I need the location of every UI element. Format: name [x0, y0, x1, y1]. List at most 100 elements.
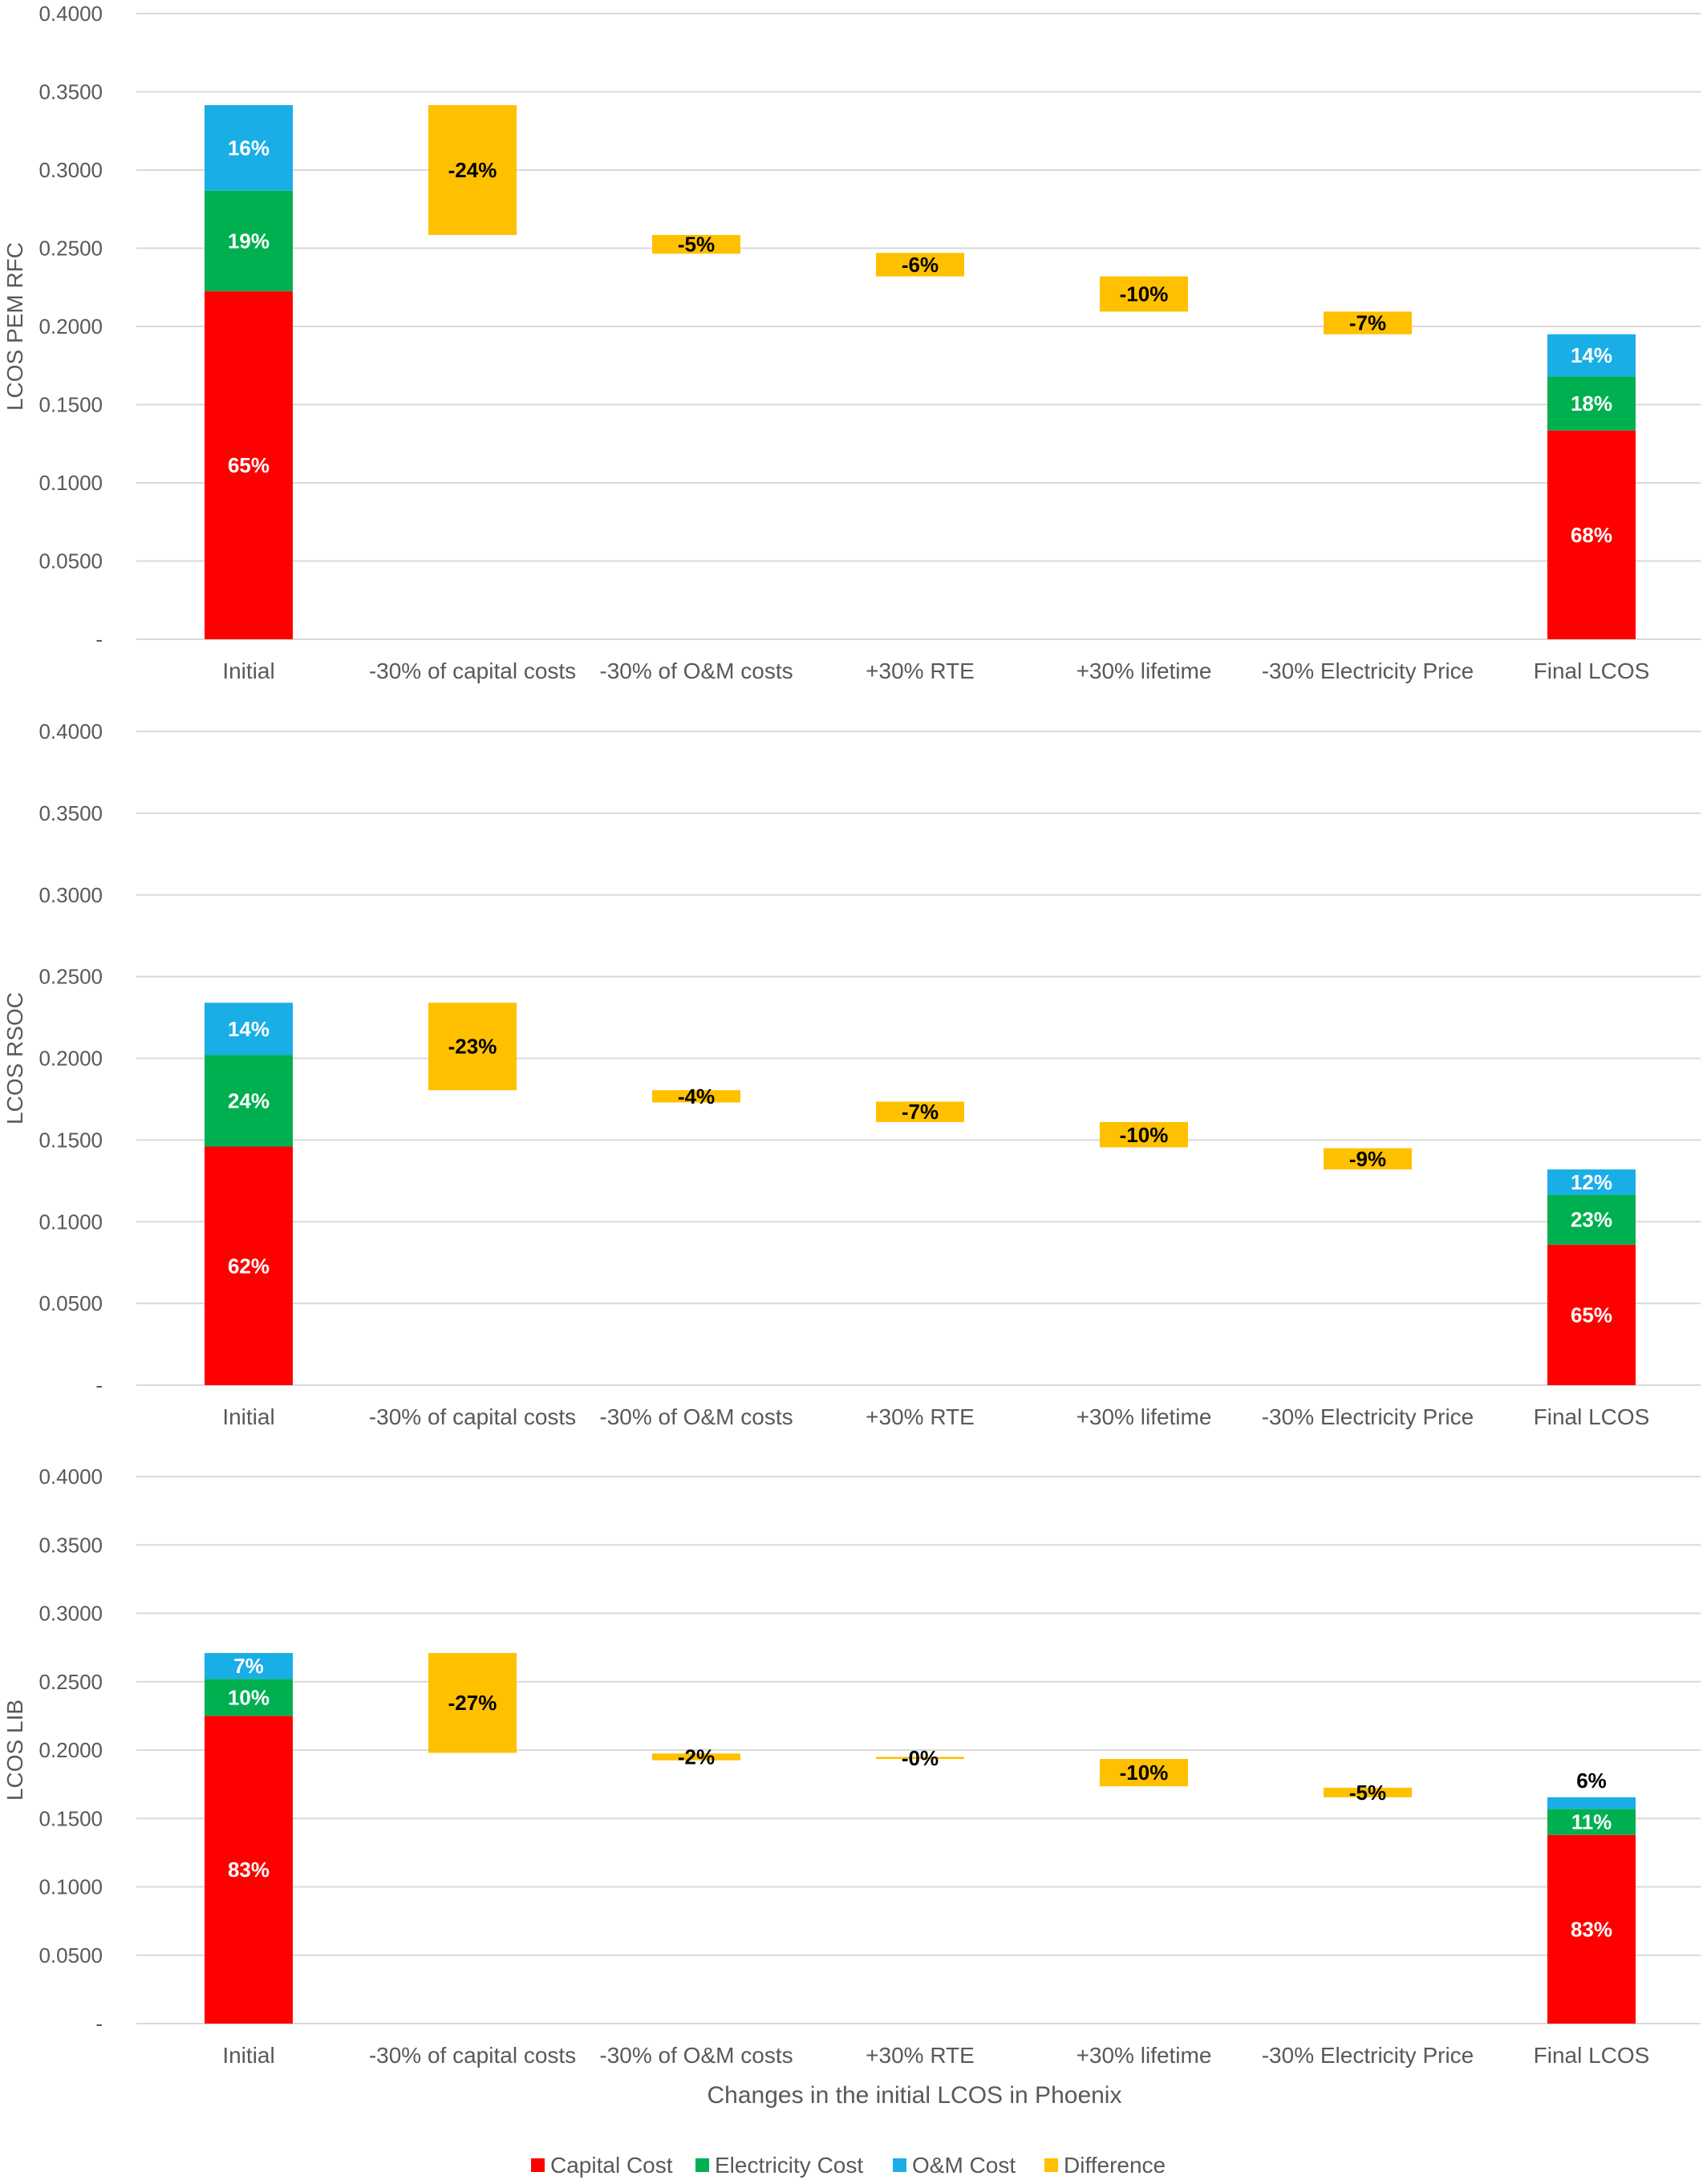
bar-segment-final-lcos-o-m-cost	[1547, 334, 1636, 377]
y-tick-label: 0.2500	[39, 237, 103, 261]
bar-segment-initial-electricity-cost	[205, 1055, 293, 1147]
data-label-final-lcos-capital-cost: 83%	[1571, 1917, 1612, 1941]
y-tick-label: 0.3500	[39, 801, 103, 825]
y-tick-label: 0.0500	[39, 1291, 103, 1315]
data-label-initial-capital-cost: 62%	[228, 1254, 270, 1278]
data-label-initial-capital-cost: 65%	[228, 453, 270, 477]
y-tick-label: 0.1500	[39, 393, 103, 417]
x-tick-label-30-of-o-m-costs: -30% of O&M costs	[599, 1404, 793, 1429]
data-label-30-of-o-m-costs-difference: -2%	[678, 1745, 715, 1769]
y-tick-label: 0.1000	[39, 471, 103, 495]
data-label-initial-o-m-cost: 14%	[228, 1017, 270, 1041]
bar-segment-final-lcos-o-m-cost	[1547, 1169, 1636, 1195]
bar-segment-30-of-capital-costs-difference	[428, 105, 517, 235]
bar-segment-30-electricity-price-difference	[1324, 311, 1412, 334]
legend-swatch	[531, 2158, 545, 2172]
legend-swatch	[893, 2158, 906, 2172]
bar-segment-final-lcos-electricity-cost	[1547, 1194, 1636, 1245]
data-label-30-electricity-price-difference: -7%	[1349, 311, 1386, 335]
y-tick-label: 0.3000	[39, 158, 103, 182]
y-tick-label: 0.2000	[39, 1738, 103, 1762]
x-tick-label-30-of-o-m-costs: -30% of O&M costs	[599, 658, 793, 683]
data-label-30-of-capital-costs-difference: -27%	[448, 1691, 497, 1715]
legend-item-difference: Difference	[1044, 2153, 1166, 2178]
data-label-30-of-o-m-costs-difference: -4%	[678, 1084, 715, 1108]
data-label-initial-o-m-cost: 16%	[228, 136, 270, 160]
y-tick-label: 0.3500	[39, 1533, 103, 1557]
bar-segment-30-rte-difference	[876, 1101, 964, 1122]
data-label-initial-o-m-cost: 7%	[233, 1654, 264, 1678]
bar-segment-30-of-o-m-costs-difference	[652, 1753, 740, 1761]
y-tick-label: 0.1500	[39, 1806, 103, 1830]
data-label-initial-electricity-cost: 19%	[228, 229, 270, 253]
data-label-30-of-o-m-costs-difference: -5%	[678, 233, 715, 257]
legend-label: Capital Cost	[550, 2153, 673, 2178]
bar-segment-30-electricity-price-difference	[1324, 1148, 1412, 1170]
x-tick-label-30-electricity-price: -30% Electricity Price	[1262, 2043, 1474, 2068]
y-tick-label: 0.2500	[39, 1670, 103, 1694]
data-label-final-lcos-o-m-cost: 12%	[1571, 1170, 1612, 1194]
y-tick-label: -	[95, 2012, 103, 2036]
bar-segment-30-of-capital-costs-difference	[428, 1652, 517, 1753]
legend-label: O&M Cost	[912, 2153, 1016, 2178]
y-tick-label: 0.3500	[39, 80, 103, 104]
bar-segment-initial-capital-cost	[205, 1146, 293, 1385]
data-label-30-rte-difference: -6%	[902, 253, 939, 277]
y-tick-label: 0.2500	[39, 965, 103, 989]
x-axis-label: Changes in the initial LCOS in Phoenix	[708, 2082, 1122, 2109]
bar-segment-30-lifetime-difference	[1100, 276, 1188, 312]
x-tick-label-30-lifetime: +30% lifetime	[1077, 1404, 1212, 1429]
legend: Capital Cost Electricity Cost O&M Cost Diff…	[531, 2153, 1166, 2178]
y-tick-label: 0.4000	[39, 719, 103, 744]
x-tick-label-30-of-capital-costs: -30% of capital costs	[369, 658, 576, 683]
chart-panel-2: - 0.0500 0.1000 0.1500 0.2000 0.2500 0.3000 0.3…	[2, 719, 1701, 1429]
y-tick-label: 0.0500	[39, 549, 103, 573]
data-label-final-lcos-electricity-cost: 23%	[1571, 1208, 1612, 1232]
y-tick-label: 0.1500	[39, 1128, 103, 1152]
data-label-30-of-capital-costs-difference: -23%	[448, 1035, 497, 1059]
x-tick-label-initial: Initial	[222, 2043, 274, 2068]
bar-segment-initial-electricity-cost	[205, 1679, 293, 1716]
bar-segment-final-lcos-capital-cost	[1547, 1244, 1636, 1385]
bar-segment-final-lcos-electricity-cost	[1547, 376, 1636, 431]
bar-segment-initial-o-m-cost	[205, 1003, 293, 1056]
x-tick-label-30-electricity-price: -30% Electricity Price	[1262, 1404, 1474, 1429]
bar-segment-30-of-o-m-costs-difference	[652, 234, 740, 254]
x-tick-label-30-of-capital-costs: -30% of capital costs	[369, 2043, 576, 2068]
bar-segment-final-lcos-capital-cost	[1547, 1834, 1636, 2024]
x-tick-label-final-lcos: Final LCOS	[1534, 2043, 1650, 2068]
data-label-30-lifetime-difference: -10%	[1120, 282, 1169, 306]
legend-item-capital-cost: Capital Cost	[531, 2153, 673, 2178]
data-label-30-of-capital-costs-difference: -24%	[448, 158, 497, 182]
y-axis-label: LCOS LIB	[2, 1700, 27, 1801]
data-label-final-lcos-electricity-cost: 18%	[1571, 391, 1612, 415]
legend-item-o-m-cost: O&M Cost	[893, 2153, 1016, 2178]
y-tick-label: 0.2000	[39, 1047, 103, 1071]
bar-segment-30-rte-difference	[876, 253, 964, 277]
y-tick-label: -	[95, 627, 103, 651]
y-tick-label: 0.3000	[39, 883, 103, 907]
legend-label: Electricity Cost	[715, 2153, 863, 2178]
x-tick-label-30-rte: +30% RTE	[866, 1404, 975, 1429]
bar-segment-final-lcos-capital-cost	[1547, 430, 1636, 639]
data-label-30-rte-difference: -7%	[902, 1100, 939, 1124]
legend-label: Difference	[1064, 2153, 1166, 2178]
bar-segment-30-lifetime-difference	[1100, 1121, 1188, 1148]
x-tick-label-30-lifetime: +30% lifetime	[1077, 658, 1212, 683]
x-tick-label-final-lcos: Final LCOS	[1534, 1404, 1650, 1429]
data-label-30-electricity-price-difference: -9%	[1349, 1147, 1386, 1171]
x-tick-label-30-rte: +30% RTE	[866, 658, 975, 683]
x-tick-label-30-electricity-price: -30% Electricity Price	[1262, 658, 1474, 683]
data-label-30-lifetime-difference: -10%	[1120, 1761, 1169, 1785]
x-tick-label-30-of-capital-costs: -30% of capital costs	[369, 1404, 576, 1429]
x-tick-label-30-lifetime: +30% lifetime	[1077, 2043, 1212, 2068]
legend-swatch	[1044, 2158, 1058, 2172]
bar-segment-30-of-o-m-costs-difference	[652, 1090, 740, 1103]
y-tick-label: 0.1000	[39, 1875, 103, 1899]
data-label-30-lifetime-difference: -10%	[1120, 1123, 1169, 1147]
bar-segment-30-lifetime-difference	[1100, 1759, 1188, 1787]
bar-segment-initial-o-m-cost	[205, 105, 293, 191]
data-label-final-lcos-o-m-cost: 14%	[1571, 343, 1612, 367]
bar-segment-30-rte-difference	[876, 1757, 964, 1760]
